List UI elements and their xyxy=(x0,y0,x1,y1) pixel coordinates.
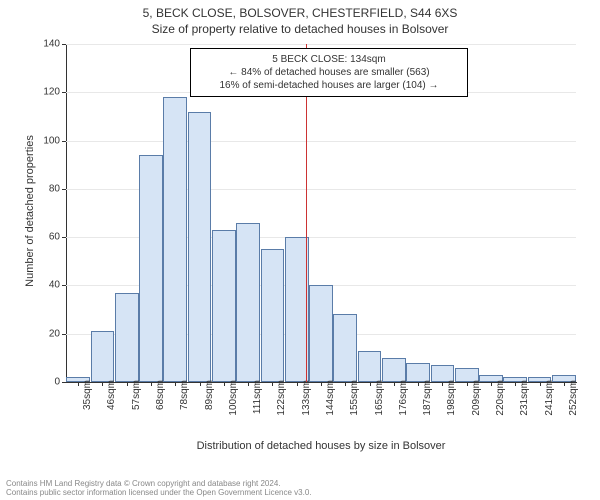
x-tick-label: 46sqm xyxy=(106,380,117,430)
x-tick-label: 35sqm xyxy=(82,380,93,430)
x-tick-label: 155sqm xyxy=(349,380,360,430)
x-tick-mark xyxy=(515,382,516,386)
x-tick-mark xyxy=(345,382,346,386)
x-tick-label: 165sqm xyxy=(374,380,385,430)
histogram-bar xyxy=(358,351,382,382)
x-tick-label: 220sqm xyxy=(495,380,506,430)
x-tick-label: 100sqm xyxy=(228,380,239,430)
x-tick-mark xyxy=(200,382,201,386)
x-tick-mark xyxy=(151,382,152,386)
x-tick-mark xyxy=(370,382,371,386)
histogram-bar xyxy=(163,97,187,382)
histogram-bar xyxy=(261,249,285,382)
y-tick-label: 80 xyxy=(30,183,60,194)
y-tick-label: 0 xyxy=(30,377,60,388)
x-tick-label: 57sqm xyxy=(131,380,142,430)
x-tick-label: 231sqm xyxy=(519,380,530,430)
y-tick-label: 40 xyxy=(30,280,60,291)
x-tick-mark xyxy=(297,382,298,386)
chart-title-subtitle: Size of property relative to detached ho… xyxy=(0,20,600,36)
y-tick-mark xyxy=(62,334,66,335)
histogram-bar xyxy=(188,112,212,382)
x-tick-mark xyxy=(418,382,419,386)
y-tick-mark xyxy=(62,382,66,383)
x-tick-mark xyxy=(78,382,79,386)
x-axis-label: Distribution of detached houses by size … xyxy=(66,440,576,452)
y-tick-mark xyxy=(62,141,66,142)
y-tick-label: 120 xyxy=(30,87,60,98)
x-tick-label: 198sqm xyxy=(446,380,457,430)
x-tick-mark xyxy=(394,382,395,386)
y-tick-mark xyxy=(62,285,66,286)
x-tick-label: 68sqm xyxy=(155,380,166,430)
footer-attribution: Contains HM Land Registry data © Crown c… xyxy=(6,479,312,498)
x-tick-mark xyxy=(540,382,541,386)
x-tick-mark xyxy=(564,382,565,386)
histogram-bar xyxy=(91,331,115,382)
x-tick-mark xyxy=(491,382,492,386)
x-tick-label: 176sqm xyxy=(398,380,409,430)
y-tick-mark xyxy=(62,44,66,45)
y-tick-mark xyxy=(62,237,66,238)
x-tick-mark xyxy=(248,382,249,386)
annotation-line1: 5 BECK CLOSE: 134sqm xyxy=(199,53,459,66)
x-tick-label: 89sqm xyxy=(204,380,215,430)
x-tick-label: 144sqm xyxy=(325,380,336,430)
y-tick-label: 60 xyxy=(30,232,60,243)
annotation-line3: 16% of semi-detached houses are larger (… xyxy=(199,79,459,92)
x-tick-label: 133sqm xyxy=(301,380,312,430)
x-tick-mark xyxy=(175,382,176,386)
annotation-box: 5 BECK CLOSE: 134sqm ← 84% of detached h… xyxy=(190,48,468,97)
x-tick-mark xyxy=(102,382,103,386)
footer-line1: Contains HM Land Registry data © Crown c… xyxy=(6,479,312,489)
histogram-bar xyxy=(139,155,163,382)
y-tick-label: 20 xyxy=(30,328,60,339)
x-tick-mark xyxy=(224,382,225,386)
footer-line2: Contains public sector information licen… xyxy=(6,488,312,498)
y-tick-label: 140 xyxy=(30,39,60,50)
x-tick-label: 111sqm xyxy=(252,380,263,430)
y-tick-label: 100 xyxy=(30,135,60,146)
x-tick-label: 209sqm xyxy=(471,380,482,430)
histogram-bar xyxy=(333,314,357,382)
y-tick-mark xyxy=(62,92,66,93)
x-tick-label: 78sqm xyxy=(179,380,190,430)
x-tick-label: 252sqm xyxy=(568,380,579,430)
chart-title-address: 5, BECK CLOSE, BOLSOVER, CHESTERFIELD, S… xyxy=(0,0,600,20)
x-tick-label: 122sqm xyxy=(276,380,287,430)
histogram-bar xyxy=(115,293,139,382)
grid-line xyxy=(66,141,576,142)
histogram-bar xyxy=(382,358,406,382)
histogram-bar xyxy=(236,223,260,382)
x-tick-mark xyxy=(467,382,468,386)
chart-container: 5, BECK CLOSE, BOLSOVER, CHESTERFIELD, S… xyxy=(0,0,600,500)
annotation-line2: ← 84% of detached houses are smaller (56… xyxy=(199,66,459,79)
x-tick-mark xyxy=(442,382,443,386)
x-tick-mark xyxy=(272,382,273,386)
x-tick-mark xyxy=(127,382,128,386)
x-tick-label: 187sqm xyxy=(422,380,433,430)
histogram-bar xyxy=(212,230,236,382)
grid-line xyxy=(66,44,576,45)
x-tick-mark xyxy=(321,382,322,386)
y-tick-mark xyxy=(62,189,66,190)
histogram-bar xyxy=(309,285,333,382)
x-tick-label: 241sqm xyxy=(544,380,555,430)
